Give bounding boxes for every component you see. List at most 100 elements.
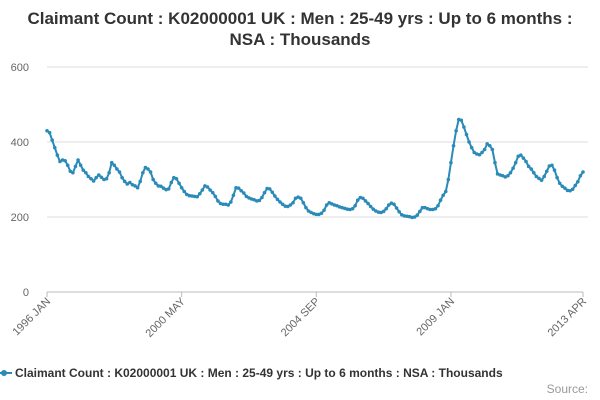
data-point[interactable] [141,170,145,175]
data-point[interactable] [205,185,210,189]
data-point[interactable] [148,170,153,174]
data-point[interactable] [555,175,559,180]
data-point[interactable] [513,160,518,165]
data-point[interactable] [166,187,171,191]
data-point[interactable] [89,176,93,181]
data-point[interactable] [71,170,75,175]
data-point[interactable] [392,202,396,207]
data-point[interactable] [443,189,448,194]
data-point[interactable] [353,203,357,208]
data-point[interactable] [182,189,187,194]
data-point[interactable] [115,167,119,171]
data-point[interactable] [397,209,401,214]
data-point[interactable] [557,181,562,186]
legend[interactable]: Claimant Count : K02000001 UK : Men : 25… [0,364,600,382]
data-point[interactable] [236,186,241,190]
data-point[interactable] [104,176,109,181]
data-point[interactable] [524,159,528,164]
data-point[interactable] [480,150,484,155]
data-point[interactable] [314,212,319,217]
data-point[interactable] [210,190,215,195]
data-point[interactable] [216,199,220,203]
data-point[interactable] [174,176,179,181]
data-point[interactable] [241,191,246,195]
data-point[interactable] [298,196,303,201]
data-point[interactable] [319,211,324,216]
data-point[interactable] [371,207,376,211]
data-point[interactable] [278,200,282,204]
data-point[interactable] [532,170,536,175]
data-point[interactable] [239,188,243,193]
data-point[interactable] [576,179,580,184]
data-point[interactable] [117,170,122,174]
data-point[interactable] [459,118,464,123]
data-point[interactable] [519,153,523,157]
data-point[interactable] [485,142,489,146]
data-point[interactable] [381,209,386,214]
data-point[interactable] [94,175,98,180]
data-point[interactable] [159,184,163,189]
data-point[interactable] [50,138,54,142]
data-point[interactable] [368,204,373,209]
data-point[interactable] [197,191,202,196]
data-point[interactable] [539,178,544,183]
data-point[interactable] [280,202,285,207]
data-point[interactable] [578,173,583,178]
data-point[interactable] [288,203,293,207]
data-point[interactable] [52,145,57,150]
data-point[interactable] [45,128,49,133]
data-point[interactable] [487,143,492,148]
data-point[interactable] [169,180,174,185]
data-point[interactable] [477,152,482,157]
data-point[interactable] [260,195,264,200]
data-point[interactable] [91,179,96,183]
data-point[interactable] [195,194,199,199]
data-point[interactable] [257,198,262,203]
data-point[interactable] [464,132,469,137]
data-point[interactable] [109,160,114,165]
data-point[interactable] [521,156,526,160]
data-point[interactable] [415,213,420,217]
data-point[interactable] [552,168,557,172]
data-point[interactable] [433,206,438,211]
data-point[interactable] [544,169,549,174]
data-point[interactable] [221,202,225,207]
data-point[interactable] [366,201,370,206]
data-point[interactable] [47,130,52,135]
data-point[interactable] [73,164,78,169]
data-point[interactable] [537,176,541,181]
data-point[interactable] [153,181,158,186]
data-point[interactable] [213,194,218,199]
data-point[interactable] [78,163,83,168]
data-point[interactable] [133,184,137,188]
data-point[interactable] [324,203,329,207]
data-point[interactable] [262,190,267,195]
data-point[interactable] [506,173,510,178]
data-point[interactable] [177,181,181,186]
data-point[interactable] [446,177,451,182]
data-point[interactable] [467,140,471,144]
data-point[interactable] [96,173,101,177]
data-point[interactable] [208,188,212,192]
data-point[interactable] [231,193,236,198]
data-point[interactable] [63,158,67,163]
data-point[interactable] [304,205,308,210]
data-point[interactable] [581,170,585,174]
data-point[interactable] [394,206,399,210]
data-point[interactable] [469,145,474,150]
data-point[interactable] [384,206,389,211]
data-point[interactable] [454,128,458,133]
data-point[interactable] [107,170,111,175]
data-point[interactable] [542,174,546,179]
data-point[interactable] [86,174,91,179]
data-point[interactable] [301,200,306,205]
data-point[interactable] [267,187,272,191]
data-point[interactable] [138,179,143,184]
data-point[interactable] [493,160,497,165]
data-point[interactable] [490,147,495,152]
data-point[interactable] [418,209,422,214]
data-point[interactable] [135,185,140,190]
data-point[interactable] [387,203,391,207]
data-point[interactable] [508,170,513,175]
data-point[interactable] [270,190,275,195]
